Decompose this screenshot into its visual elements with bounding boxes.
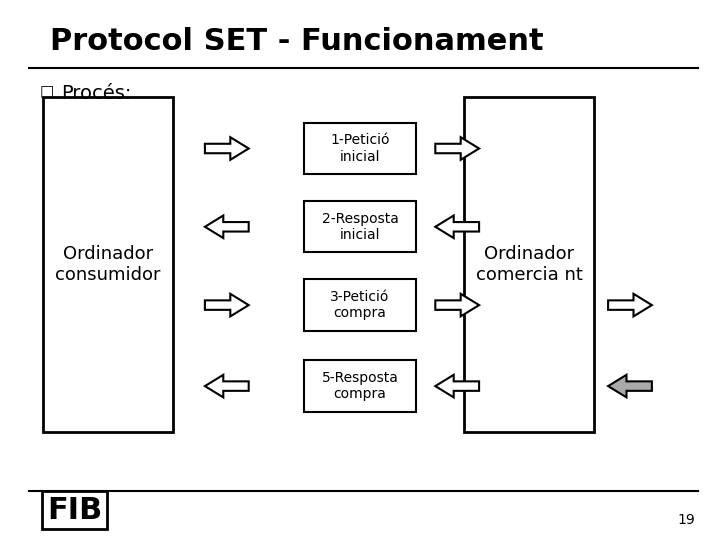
Polygon shape: [436, 294, 479, 316]
Polygon shape: [436, 375, 479, 397]
FancyBboxPatch shape: [304, 361, 416, 411]
Polygon shape: [205, 294, 248, 316]
Polygon shape: [205, 375, 248, 397]
Text: Ordinador
comercia nt: Ordinador comercia nt: [476, 245, 582, 284]
Text: 1-Petició
inicial: 1-Petició inicial: [330, 133, 390, 164]
Polygon shape: [205, 215, 248, 238]
Text: 5-Resposta
compra: 5-Resposta compra: [322, 371, 398, 401]
Polygon shape: [436, 215, 479, 238]
Text: Ordinador
consumidor: Ordinador consumidor: [55, 245, 161, 284]
Text: □: □: [40, 84, 54, 99]
Text: 19: 19: [677, 512, 695, 526]
Text: Protocol SET - Funcionament: Protocol SET - Funcionament: [50, 27, 544, 56]
FancyBboxPatch shape: [304, 201, 416, 252]
Text: Procés:: Procés:: [61, 84, 132, 103]
Text: 2-Resposta
inicial: 2-Resposta inicial: [322, 212, 398, 242]
Polygon shape: [205, 137, 248, 160]
Polygon shape: [608, 294, 652, 316]
Text: 3-Petició
compra: 3-Petició compra: [330, 290, 390, 320]
FancyBboxPatch shape: [464, 97, 594, 432]
FancyBboxPatch shape: [304, 123, 416, 174]
Text: FIB: FIB: [47, 496, 102, 525]
Polygon shape: [608, 375, 652, 397]
FancyBboxPatch shape: [304, 280, 416, 330]
Polygon shape: [436, 137, 479, 160]
FancyBboxPatch shape: [43, 97, 173, 432]
